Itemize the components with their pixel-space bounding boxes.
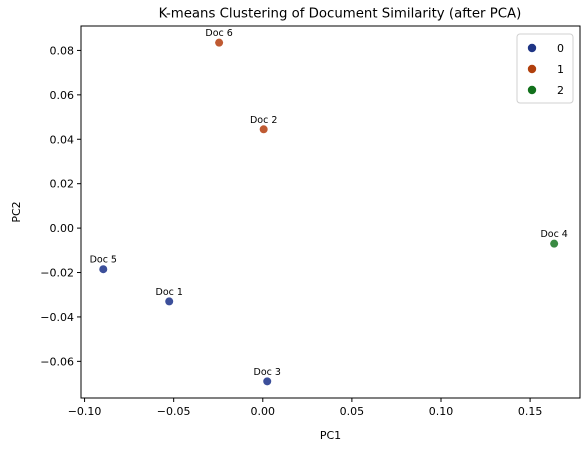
y-axis-label: PC2 xyxy=(10,201,23,222)
y-tick-label: −0.02 xyxy=(40,267,74,280)
point-label: Doc 6 xyxy=(205,28,232,39)
legend-marker xyxy=(528,65,536,73)
x-tick-label: −0.05 xyxy=(157,405,191,418)
point-label: Doc 3 xyxy=(254,367,281,378)
legend-box xyxy=(517,34,573,103)
y-tick-label: 0.08 xyxy=(50,44,75,57)
y-tick-label: 0.06 xyxy=(50,89,75,102)
chart-title: K-means Clustering of Document Similarit… xyxy=(159,7,522,22)
legend-label: 2 xyxy=(557,84,564,97)
data-point xyxy=(99,265,107,273)
y-axis: −0.06 −0.04 −0.02 0.00 0.02 0.04 0.06 0.08 xyxy=(40,44,81,368)
plot-area-frame xyxy=(81,26,580,398)
point-label: Doc 5 xyxy=(90,255,117,266)
legend-label: 1 xyxy=(557,63,564,76)
point-label: Doc 2 xyxy=(250,115,277,126)
x-tick-label: 0.10 xyxy=(429,405,454,418)
legend: 0 1 2 xyxy=(517,34,573,103)
x-tick-label: 0.00 xyxy=(251,405,276,418)
x-axis: −0.10 −0.05 0.00 0.05 0.10 0.15 xyxy=(68,398,543,418)
data-point xyxy=(550,240,558,248)
data-points: Doc 1 Doc 2 Doc 3 Doc 4 Doc 5 Doc 6 xyxy=(90,28,568,385)
y-tick-label: 0.02 xyxy=(50,178,75,191)
point-label: Doc 1 xyxy=(156,287,183,298)
data-point xyxy=(165,297,173,305)
legend-marker xyxy=(528,44,536,52)
x-tick-label: −0.10 xyxy=(68,405,102,418)
legend-marker xyxy=(528,86,536,94)
y-tick-label: −0.04 xyxy=(40,311,74,324)
data-point xyxy=(263,377,271,385)
legend-label: 0 xyxy=(557,42,564,55)
x-axis-label: PC1 xyxy=(320,429,341,442)
x-tick-label: 0.15 xyxy=(518,405,543,418)
y-tick-label: 0.04 xyxy=(50,133,75,146)
y-tick-label: −0.06 xyxy=(40,355,74,368)
data-point xyxy=(260,125,268,133)
x-tick-label: 0.05 xyxy=(340,405,365,418)
y-tick-label: 0.00 xyxy=(50,222,75,235)
data-point xyxy=(215,39,223,47)
point-label: Doc 4 xyxy=(540,229,567,240)
